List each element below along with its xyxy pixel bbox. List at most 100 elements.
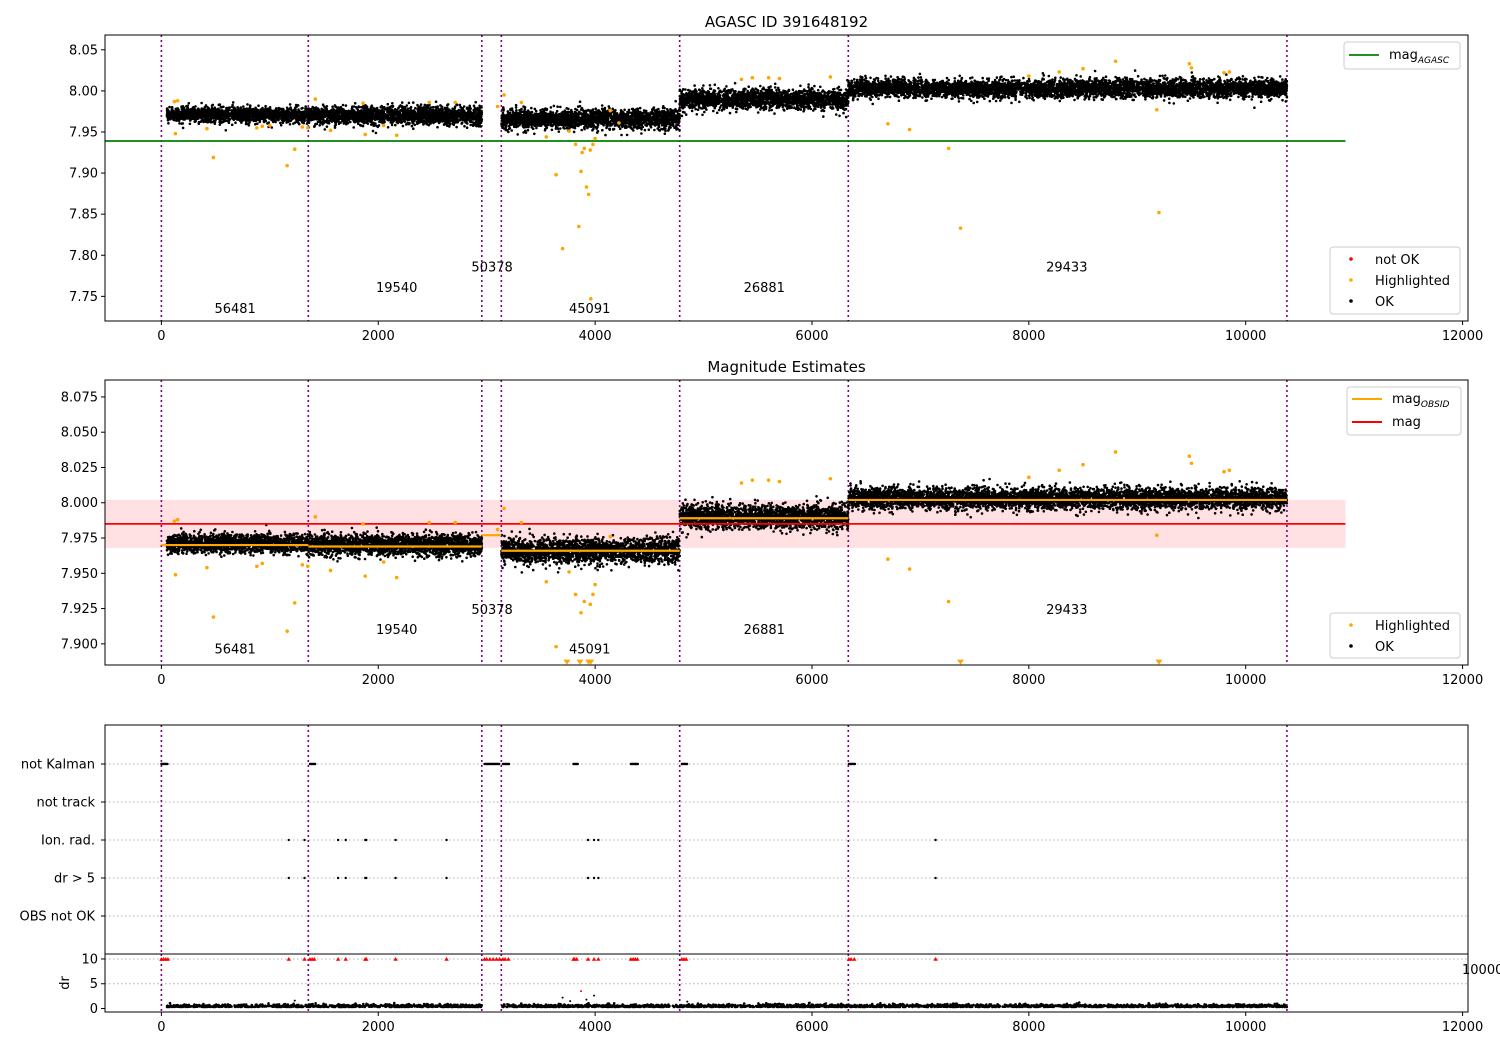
legend-label: OK [1375, 295, 1394, 310]
p2-ytick-label: 8.050 [61, 426, 98, 441]
p4-axes-frame [104, 953, 1469, 1013]
highlighted-point [394, 133, 399, 138]
flag-row-label: not Kalman [21, 758, 95, 773]
p1-ok-points [165, 69, 1289, 137]
legend-marker [1349, 644, 1353, 648]
p1-obsid-label: 56481 [214, 302, 255, 317]
highlighted-point [544, 579, 549, 584]
highlighted-point [1081, 66, 1085, 71]
offscale-point-marker [957, 659, 965, 665]
highlighted-point [617, 121, 621, 125]
highlighted-point [1057, 70, 1062, 74]
highlighted-point [560, 246, 565, 251]
p2-ytick-label: 7.975 [61, 532, 98, 547]
flag-row-label: dr > 5 [54, 872, 95, 887]
p2-ytick-label: 8.000 [61, 496, 98, 511]
legend-label-sub: AGASC [1417, 56, 1450, 66]
offscale-point-marker [587, 659, 595, 665]
dr-clipped-marker [487, 956, 493, 961]
highlighted-point [580, 150, 584, 155]
flag-ion-rad-point [303, 838, 306, 842]
highlighted-point [588, 297, 593, 301]
flag-row-label: not track [36, 796, 95, 811]
legend-marker [1349, 299, 1353, 303]
p1-ytick-label: 7.80 [69, 249, 98, 264]
legend-label: Highlighted [1375, 274, 1450, 289]
flag-dr-gt-5-point [586, 876, 590, 880]
panel-agasc-magnitude: AGASC ID 391648192 56481 19540 50378 45091 26… [69, 13, 1483, 344]
dr-clipped-marker [502, 956, 508, 961]
highlighted-point [1081, 462, 1085, 467]
highlighted-point [502, 506, 506, 511]
highlighted-point [886, 121, 890, 126]
highlighted-point [268, 123, 272, 128]
p2-obsid-label: 29433 [1046, 603, 1087, 618]
highlighted-point [946, 146, 951, 151]
highlighted-point [958, 226, 963, 230]
legend-label: OK [1375, 640, 1394, 655]
legend-box [1329, 246, 1461, 315]
dr-clipped-marker [393, 956, 398, 961]
highlighted-point [573, 592, 578, 597]
highlighted-point [175, 98, 180, 103]
p4-xtick-label: 10000 [1225, 1020, 1266, 1035]
p1-xtick-label: 12000 [1442, 329, 1483, 344]
dr-point [293, 999, 296, 1002]
panel-dr: 0 5 10 0 2000 4000 6000 8000 10000 12000 dr 10000 [58, 952, 1500, 1035]
highlighted-point [519, 520, 524, 525]
panel-flags: not Kalman not track Ion. rad. dr > 5 OBS no… [20, 724, 1469, 955]
offscale-point-marker [576, 659, 584, 665]
p2-obsid-label: 19540 [376, 623, 417, 638]
highlighted-point [495, 104, 500, 109]
flag-dr-gt-5-point [287, 876, 290, 880]
highlighted-point [554, 644, 558, 649]
clipped-tick-label: 10000 [1462, 963, 1500, 978]
dr-clipped-marker [506, 956, 511, 961]
p2-ytick-label: 7.925 [61, 602, 98, 617]
highlighted-point [573, 142, 578, 147]
p2-ok-points [165, 477, 1289, 574]
p4-xtick-label: 6000 [795, 1020, 828, 1035]
p2-obsid-label: 45091 [569, 643, 610, 658]
highlighted-point [205, 126, 209, 131]
highlighted-point [739, 481, 744, 485]
highlighted-point [1227, 70, 1232, 74]
dr-clipped-marker [852, 956, 857, 961]
highlighted-point [588, 148, 593, 152]
highlighted-point [579, 610, 583, 615]
flag-dr-gt-5-point [303, 876, 306, 880]
highlighted-point [739, 77, 744, 82]
flag-not-kalman-point [576, 762, 579, 766]
dr-point [808, 1001, 811, 1004]
flag-ion-rad-point [287, 838, 290, 842]
highlighted-point [577, 224, 581, 229]
flag-not-kalman-point [166, 762, 169, 766]
flag-row-label: Ion. rad. [41, 834, 95, 849]
dr-point [580, 990, 583, 993]
highlighted-point [260, 561, 265, 566]
chart-title: AGASC ID 391648192 [705, 13, 868, 31]
legend-label-main: mag [1392, 415, 1421, 430]
legend-box [1329, 612, 1461, 659]
flag-ion-rad-point [394, 838, 397, 842]
p4-ytick-label: 0 [90, 1002, 98, 1017]
p1-xtick-label: 6000 [795, 329, 828, 344]
highlighted-point [173, 572, 178, 577]
dr-clipped-marker [302, 956, 307, 961]
flag-ion-rad-point [336, 838, 340, 842]
highlighted-point [363, 132, 368, 137]
highlighted-point [313, 97, 318, 101]
dr-clipped-marker [343, 956, 348, 961]
p2-xtick-label: 12000 [1442, 673, 1483, 688]
legend-mag: magOBSID mag [1346, 386, 1462, 436]
p2-xtick-label: 2000 [362, 673, 395, 688]
legend-label: magOBSID [1392, 392, 1450, 410]
p4-xtick-label: 0 [157, 1020, 165, 1035]
dr-point [1157, 1003, 1160, 1006]
dr-clipped-marker [490, 956, 496, 961]
flag-ion-rad-point [597, 838, 600, 842]
highlighted-point [313, 515, 318, 519]
highlighted-point [328, 128, 333, 133]
